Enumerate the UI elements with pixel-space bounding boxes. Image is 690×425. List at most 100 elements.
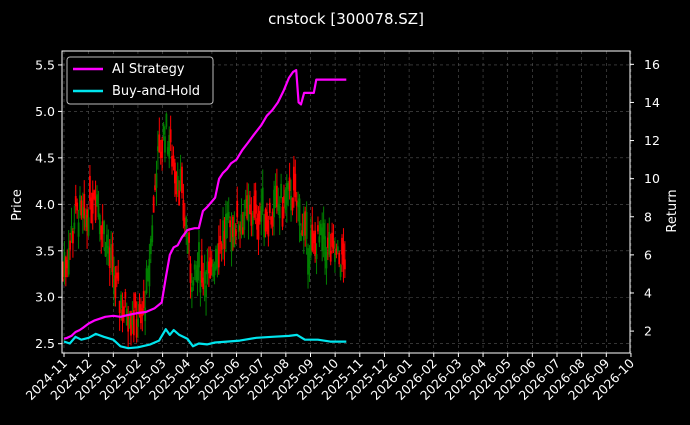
candle-body (249, 204, 251, 214)
candle-body (244, 199, 247, 209)
candle-body (188, 232, 190, 243)
candle-body (234, 228, 237, 237)
candle-body (125, 308, 128, 326)
candle-body (237, 224, 240, 232)
candle-body (193, 264, 196, 270)
left-tick-label: 3.5 (35, 243, 55, 258)
candle-body (284, 189, 287, 209)
candle-body (266, 211, 268, 230)
candle-body (137, 318, 139, 327)
candle-body (256, 218, 258, 230)
left-tick-label: 3.0 (35, 290, 55, 305)
series-line-ai-strategy (63, 69, 347, 340)
candle-body (114, 275, 117, 299)
left-tick-label: 2.5 (35, 336, 55, 351)
candle-body (318, 236, 321, 243)
candle-body (152, 196, 155, 213)
candle-body (90, 197, 93, 224)
candle-body (113, 266, 115, 295)
candle-body (314, 230, 317, 257)
candle-body (239, 225, 241, 231)
candle-body (292, 166, 295, 191)
plot-frame (61, 50, 631, 354)
candle-body (190, 287, 193, 293)
candle-body (331, 232, 334, 247)
candle-body (192, 280, 195, 286)
candle-body (217, 243, 220, 268)
candle-body (338, 252, 341, 265)
candle-body (64, 257, 67, 278)
right-tick-label: 2 (644, 324, 652, 339)
candle-body (283, 196, 285, 204)
candle-body (86, 209, 88, 232)
candle-body (280, 183, 283, 199)
candle-body (186, 237, 189, 254)
candle-body (149, 238, 152, 255)
legend-label-buy-and-hold: Buy-and-Hold (112, 84, 200, 99)
candle-body (73, 222, 76, 230)
candle-body (205, 285, 207, 298)
right-axis-ticks: 2 4 6 8 10 12 14 16 (630, 57, 660, 339)
candle-body (281, 206, 284, 227)
candle-body (297, 202, 300, 208)
candle-body (181, 166, 183, 194)
candle-body (166, 147, 169, 155)
candle-body (97, 205, 100, 218)
candle-body (67, 248, 70, 275)
candle-body (178, 190, 181, 206)
candle-body (270, 216, 273, 225)
candle-body (120, 294, 122, 309)
candle-body (101, 221, 104, 234)
series-line-buy-and-hold (63, 328, 347, 350)
candle-body (301, 230, 304, 236)
candle-body (128, 318, 131, 329)
candle-body (215, 248, 217, 270)
candle-body (343, 259, 346, 270)
candle-body (107, 246, 110, 254)
legend: AI Strategy Buy-and-Hold (66, 56, 214, 105)
candle-body (175, 172, 178, 195)
candle-body (144, 307, 147, 322)
candle-body (159, 151, 162, 158)
candle-body (169, 129, 172, 143)
candle-body (83, 194, 86, 219)
candle-body (212, 263, 215, 277)
candle-body (176, 175, 179, 192)
candle-body (158, 134, 161, 153)
candle-body (227, 211, 230, 218)
candle-body (278, 205, 281, 219)
candle-body (162, 124, 165, 135)
candle-body (96, 194, 98, 206)
candle-body (219, 235, 222, 244)
candle-body (98, 214, 101, 235)
right-tick-label: 4 (644, 285, 652, 300)
candle-body (202, 277, 205, 290)
left-tick-label: 4.5 (35, 150, 55, 165)
candle-body (131, 314, 134, 325)
candle-body (322, 223, 325, 240)
left-tick-label: 5.0 (35, 104, 55, 119)
legend-box (66, 56, 214, 105)
candle-body (200, 255, 203, 283)
candle-body (243, 211, 246, 230)
candle-body (110, 244, 113, 261)
candle-body (195, 269, 198, 281)
candle-body (339, 264, 342, 277)
return-lines (63, 69, 347, 350)
candle-body (91, 192, 94, 214)
candle-body (173, 162, 176, 184)
candle-body (319, 223, 322, 236)
candle-body (251, 216, 254, 225)
candle-body (66, 259, 69, 269)
candle-body (182, 199, 185, 221)
right-axis-label: Return (665, 189, 680, 232)
candle-body (321, 227, 324, 251)
candle-body (118, 301, 121, 313)
candle-body (87, 217, 90, 236)
candle-body (62, 266, 64, 274)
legend-label-ai-strategy: AI Strategy (112, 62, 185, 77)
candle-body (69, 240, 71, 250)
candle-body (72, 231, 74, 244)
candle-body (233, 223, 236, 248)
candle-body (130, 311, 132, 336)
